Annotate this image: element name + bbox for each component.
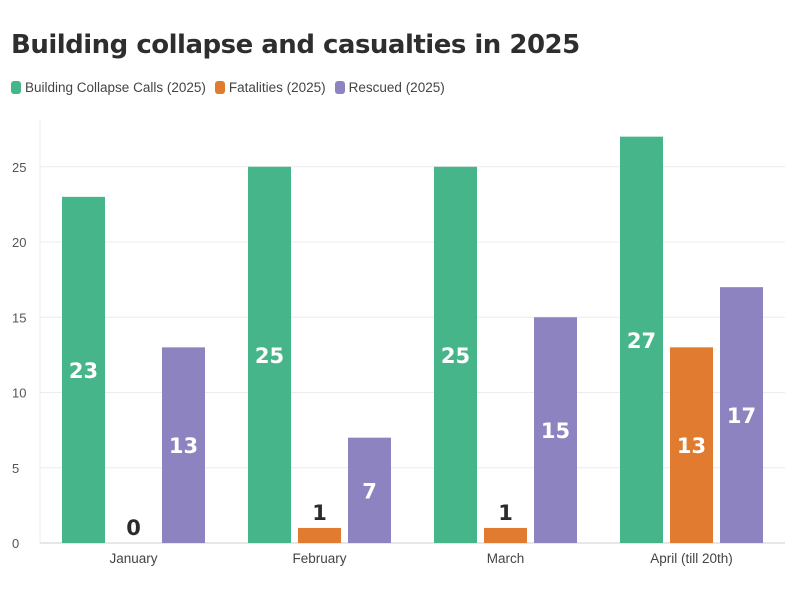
bar-calls-2 xyxy=(434,166,477,543)
y-tick-label-20: 20 xyxy=(12,235,26,250)
bar-calls-3 xyxy=(620,136,663,543)
x-category-label-2: March xyxy=(487,551,525,566)
bar-fatalities-3 xyxy=(670,347,713,543)
bar-calls-0 xyxy=(62,196,105,543)
data-label-fatalities-1: 1 xyxy=(312,501,327,525)
data-label-fatalities-2: 1 xyxy=(498,501,513,525)
legend-item-fatalities: Fatalities (2025) xyxy=(214,80,326,95)
data-label-rescued-2: 15 xyxy=(541,419,570,443)
y-tick-label-25: 25 xyxy=(12,160,26,175)
bar-rescued-0 xyxy=(162,347,205,543)
x-category-label-3: April (till 20th) xyxy=(650,551,733,566)
chart-title: Building collapse and casualties in 2025 xyxy=(11,30,580,60)
legend-swatch-rescued xyxy=(334,81,345,94)
legend-item-rescued: Rescued (2025) xyxy=(334,80,445,95)
data-label-fatalities-0: 0 xyxy=(126,516,141,540)
bar-fatalities-1 xyxy=(298,527,341,543)
data-label-rescued-1: 7 xyxy=(362,479,377,503)
bar-calls-1 xyxy=(248,166,291,543)
x-category-label-1: February xyxy=(292,551,346,566)
data-label-rescued-3: 17 xyxy=(727,404,756,428)
data-label-fatalities-3: 13 xyxy=(677,434,706,458)
legend-label-calls: Building Collapse Calls (2025) xyxy=(25,80,206,95)
y-tick-label-10: 10 xyxy=(12,386,26,401)
x-category-label-0: January xyxy=(109,551,157,566)
data-label-calls-3: 27 xyxy=(627,329,656,353)
legend-item-calls: Building Collapse Calls (2025) xyxy=(11,80,206,95)
legend-swatch-calls xyxy=(11,81,21,94)
y-tick-label-0: 0 xyxy=(12,536,19,551)
data-label-rescued-0: 13 xyxy=(169,434,198,458)
bar-rescued-1 xyxy=(348,437,391,543)
y-tick-label-5: 5 xyxy=(12,461,19,476)
bar-fatalities-2 xyxy=(484,527,527,543)
data-label-calls-0: 23 xyxy=(69,359,98,383)
legend: Building Collapse Calls (2025) Fatalitie… xyxy=(11,80,445,95)
legend-swatch-fatalities xyxy=(214,81,225,94)
data-label-calls-2: 25 xyxy=(441,344,470,368)
legend-label-fatalities: Fatalities (2025) xyxy=(228,80,326,95)
legend-label-rescued: Rescued (2025) xyxy=(348,80,445,95)
bar-rescued-3 xyxy=(720,287,763,543)
data-label-calls-1: 25 xyxy=(255,344,284,368)
bar-rescued-2 xyxy=(534,317,577,543)
y-tick-label-15: 15 xyxy=(12,310,26,325)
